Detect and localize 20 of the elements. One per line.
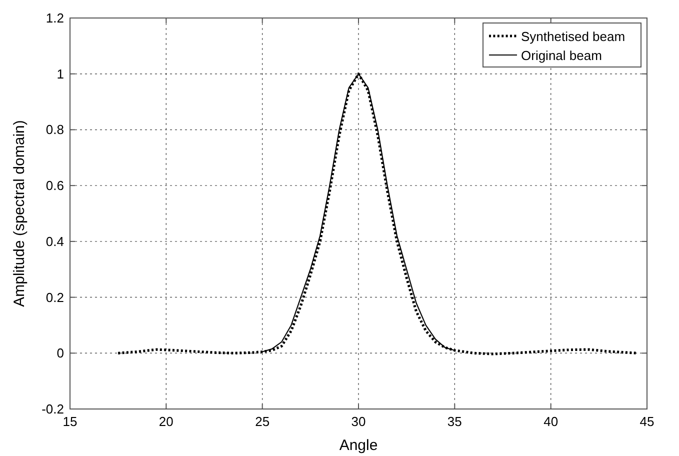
x-tick-label: 40 [544,414,558,429]
y-tick-label: 1 [56,66,64,82]
y-tick-label: 0.2 [46,290,64,305]
x-tick-label: 25 [255,414,270,429]
y-tick-label: 0 [56,346,64,361]
legend-label: Synthetised beam [521,29,626,44]
x-axis-title: Angle [339,437,378,454]
y-tick-label: 0.6 [46,178,64,194]
x-tick-label: 35 [447,414,462,429]
x-tick-label: 20 [158,414,174,429]
x-tick-label: 30 [351,414,366,429]
y-tick-label: 1.2 [46,10,64,26]
x-tick-label: 45 [640,414,654,429]
y-axis-title: Amplitude (spectral domain) [11,120,28,307]
legend-label: Original beam [521,48,602,63]
line-series [116,72,639,356]
x-tick-label: 15 [62,414,78,429]
y-tick-label: 0.4 [46,234,64,249]
y-tick-label: 0.8 [46,122,64,138]
y-tick-label: -0.2 [42,402,64,416]
